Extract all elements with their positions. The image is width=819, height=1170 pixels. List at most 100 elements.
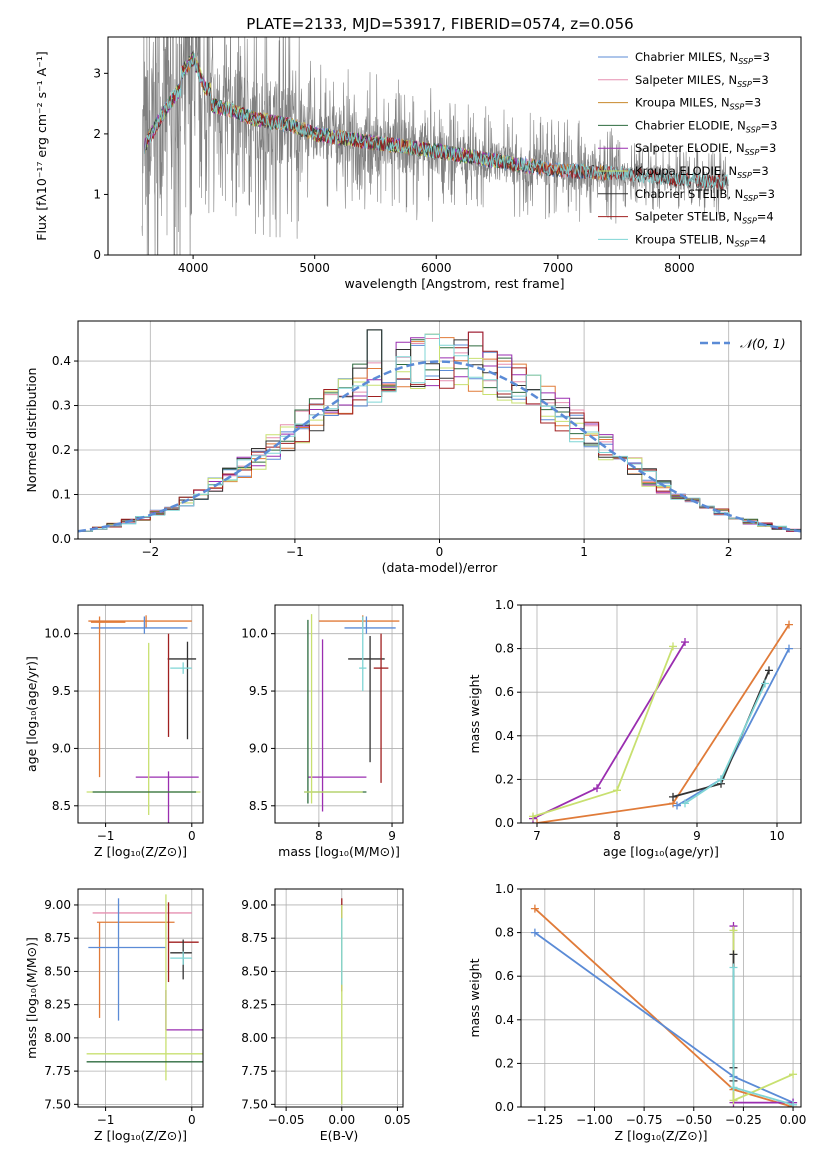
- plot-area: [86, 615, 201, 823]
- histogram-step-line: [78, 333, 801, 532]
- x-tick-label: −1: [286, 545, 304, 559]
- x-tick-label: −2: [141, 545, 159, 559]
- x-tick-label: −0.05: [268, 1113, 305, 1127]
- x-axis-label: Z [log₁₀(Z/Z⊙)]: [615, 1128, 708, 1143]
- legend-entry-subscript: SSP: [735, 239, 750, 248]
- x-tick-label: 0.05: [384, 1113, 411, 1127]
- legend-entry-subscript: SSP: [746, 125, 761, 134]
- legend-entry-subscript: SSP: [745, 148, 760, 157]
- legend-entry-suffix: =4: [757, 210, 774, 224]
- model-spectrum-line: [144, 49, 729, 191]
- legend-entry: 𝒩(0, 1): [740, 336, 786, 351]
- plus-marker: [717, 775, 725, 784]
- legend-entry-name: Salpeter ELODIE, N: [635, 141, 745, 155]
- plus-marker: [765, 666, 773, 675]
- legend-entry-suffix: =3: [752, 73, 769, 87]
- mass-weight-line: [732, 930, 794, 1102]
- axes-frame: [274, 604, 404, 824]
- y-tick-label: 0.6: [495, 685, 514, 699]
- legend-entry: Salpeter MILES, NSSP=3: [635, 73, 769, 89]
- plus-marker: [669, 642, 677, 651]
- x-tick-label: 8: [315, 829, 323, 843]
- y-tick-label: 0.4: [495, 1013, 514, 1027]
- plus-marker: [789, 1070, 798, 1079]
- axes-frame: [274, 888, 404, 1108]
- y-axis-label: age [log₁₀(age/yr)]: [24, 656, 39, 772]
- legend-entry-name: Kroupa ELODIE, N: [635, 164, 737, 178]
- plus-marker: [669, 792, 677, 801]
- legend-entry-name: Chabrier ELODIE, N: [635, 118, 746, 132]
- axes-frame: [77, 604, 204, 824]
- legend-entry: Chabrier ELODIE, NSSP=3: [635, 118, 777, 134]
- mass-weight-line: [676, 648, 790, 807]
- plus-marker: [530, 928, 539, 937]
- x-axis-label: Z [log₁₀(Z/Z⊙)]: [94, 1128, 187, 1143]
- legend-entry-subscript: SSP: [743, 194, 758, 203]
- y-axis-label: mass weight: [467, 674, 482, 753]
- legend-entry-subscript: SSP: [742, 217, 757, 226]
- y-tick-label: 7.50: [241, 1097, 268, 1111]
- legend-entry-name: Chabrier MILES, N: [635, 50, 738, 64]
- x-tick-label: −0.75: [626, 1113, 663, 1127]
- age-vs-Z-panel: −1 0 8.5 9.0 9.5 10.0 Z [log₁₀(Z/Z⊙)] age [log₁…: [24, 604, 204, 859]
- y-tick-label: 9.0: [52, 741, 71, 755]
- x-axis-label: Z [log₁₀(Z/Z⊙)]: [94, 844, 187, 859]
- legend-entry-name: Kroupa MILES, N: [635, 96, 730, 110]
- x-tick-label: −1.25: [526, 1113, 563, 1127]
- y-tick-label: 8.50: [241, 964, 268, 978]
- plus-marker: [533, 819, 541, 823]
- x-tick-label: 0.00: [780, 1113, 807, 1127]
- y-tick-label: 0: [93, 248, 101, 262]
- axes-frame: [520, 604, 802, 824]
- y-tick-label: 1: [93, 187, 101, 201]
- y-tick-label: 8.50: [44, 964, 71, 978]
- y-axis-label: Normed distribution: [24, 368, 39, 493]
- legend-entry-suffix: =3: [752, 164, 769, 178]
- x-tick-label: 0.00: [328, 1113, 355, 1127]
- y-tick-label: 8.75: [44, 931, 71, 945]
- legend-entry-name: Kroupa STELIB, N: [635, 232, 735, 246]
- y-tick-label: 9.5: [249, 684, 268, 698]
- y-tick-label: 0.4: [52, 354, 71, 368]
- legend-entry-subscript: SSP: [737, 171, 752, 180]
- plus-marker: [785, 644, 793, 653]
- legend-entry: Chabrier MILES, NSSP=3: [635, 50, 770, 66]
- plus-marker: [729, 926, 738, 935]
- y-tick-label: 0.0: [52, 532, 71, 546]
- massweight-vs-Z-panel: −1.25 −1.00 −0.75 −0.50 −0.25 0.00 0.0 0.2 0.4 0.…: [467, 882, 806, 1143]
- histogram-step-line: [78, 329, 801, 532]
- plus-marker: [729, 950, 738, 959]
- plus-marker: [729, 963, 738, 972]
- y-tick-label: 8.75: [241, 931, 268, 945]
- axes-frame: [520, 888, 802, 1108]
- legend-entry-suffix: =3: [758, 187, 775, 201]
- y-tick-label: 0.4: [495, 729, 514, 743]
- legend-entry-suffix: =4: [749, 232, 766, 246]
- x-tick-label: 0: [188, 1113, 196, 1127]
- y-tick-label: 9.5: [52, 684, 71, 698]
- plus-marker: [785, 620, 793, 629]
- legend-entry-suffix: =3: [753, 50, 770, 64]
- mass-weight-line: [534, 931, 794, 1104]
- x-tick-label: −1: [97, 829, 115, 843]
- age-vs-mass-panel: 8 9 8.5 9.0 9.5 10.0 mass [log₁₀(M/M⊙)]: [241, 604, 404, 859]
- plus-marker: [530, 904, 539, 913]
- plus-marker: [681, 638, 689, 647]
- x-tick-label: 0: [188, 829, 196, 843]
- y-tick-label: 9.0: [249, 741, 268, 755]
- y-tick-label: 2: [93, 127, 101, 141]
- y-tick-label: 0.1: [52, 488, 71, 502]
- plot-area: [141, 37, 729, 255]
- plus-marker: [529, 812, 537, 821]
- y-tick-label: 9.00: [241, 898, 268, 912]
- legend-entry-name: Chabrier STELIB, N: [635, 187, 743, 201]
- model-spectrum-line: [144, 53, 729, 188]
- y-axis-label: mass weight: [467, 958, 482, 1037]
- mass-weight-line: [536, 624, 790, 823]
- plus-marker: [681, 799, 689, 808]
- y-tick-label: 10.0: [241, 627, 268, 641]
- legend-entry-suffix: =3: [761, 118, 778, 132]
- y-tick-label: 0.2: [495, 1056, 514, 1070]
- y-tick-label: 1.0: [495, 598, 514, 612]
